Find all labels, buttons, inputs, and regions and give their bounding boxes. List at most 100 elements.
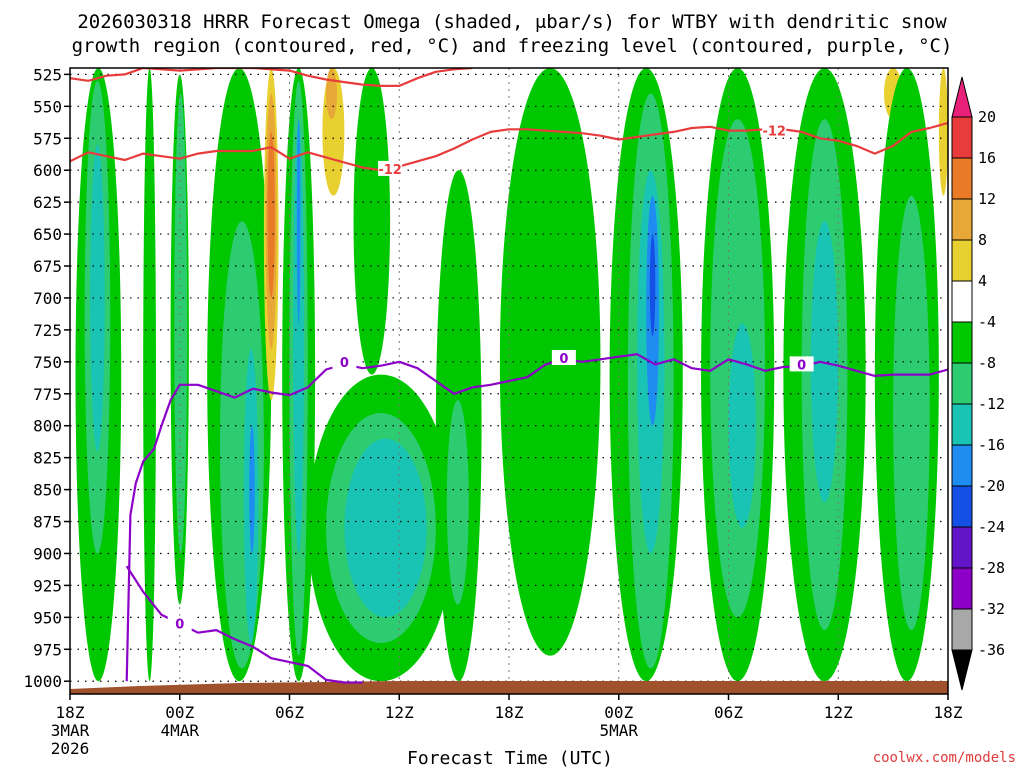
omega-region-12 [267, 131, 275, 298]
chart-title-line1: 2026030318 HRRR Forecast Omega (shaded, … [77, 11, 947, 33]
colorbar-bottom-arrow [951, 649, 973, 691]
y-tick-label-525: 525 [33, 65, 62, 84]
colorbar-label-8: -16 [978, 436, 1005, 454]
colorbar-swatch-2 [951, 157, 973, 200]
omega-region-3 [143, 68, 156, 682]
x-axis-label: Forecast Time (UTC) [407, 748, 613, 768]
y-tick-label-950: 950 [33, 608, 62, 627]
colorbar-swatch-9 [951, 444, 973, 487]
contours: -12 -12 0 0 0 0 [70, 68, 948, 684]
colorbar-label-11: -28 [978, 559, 1005, 577]
colorbar-swatch-6 [951, 321, 973, 364]
x-tick-date-30: 5MAR [599, 721, 638, 740]
y-tick-label-1000: 1000 [23, 672, 62, 691]
colorbar-label-10: -24 [978, 518, 1005, 536]
y-tick-label-825: 825 [33, 449, 62, 468]
omega-region-15 [293, 119, 305, 554]
colorbar-swatch-11 [951, 526, 973, 569]
x-tick-label-6: 00Z [165, 703, 194, 722]
colorbar-label-13: -36 [978, 641, 1005, 659]
colorbar-swatch-4 [951, 239, 973, 282]
terrain [70, 681, 948, 694]
omega-region-22 [353, 68, 391, 375]
colorbar-top-arrow [951, 76, 973, 118]
y-tick-label-575: 575 [33, 129, 62, 148]
y-tick-label-675: 675 [33, 257, 62, 276]
colorbar-swatch-8 [951, 403, 973, 446]
freezing-label-2-bg [551, 350, 576, 366]
colorbar-label-6: -8 [978, 354, 996, 372]
x-tick-label-42: 12Z [824, 703, 853, 722]
colorbar: 20 16 12 8 4 -4 -8 -12 -16 -20 -24 -28 -32 -36 [951, 76, 1005, 691]
x-tick-label-24: 18Z [495, 703, 524, 722]
colorbar-swatch-7 [951, 362, 973, 405]
y-tick-label-850: 850 [33, 481, 62, 500]
x-tick-label-0: 18Z [56, 703, 85, 722]
y-tick-label-875: 875 [33, 513, 62, 532]
y-tick-label-625: 625 [33, 193, 62, 212]
x-tick-date-0: 3MAR [51, 721, 90, 740]
x-tick-year-0: 2026 [51, 739, 90, 758]
omega-region-33 [728, 323, 756, 528]
x-tick-label-30: 00Z [604, 703, 633, 722]
omega-region-18 [326, 68, 338, 120]
y-tick-label-600: 600 [33, 161, 62, 180]
y-tick-label-725: 725 [33, 321, 62, 340]
colorbar-label-0: 20 [978, 108, 996, 126]
y-tick-label-900: 900 [33, 544, 62, 563]
omega-region-2 [90, 144, 105, 452]
freezing-label-4-bg [167, 615, 192, 631]
dgz-label-2: -12 [762, 125, 786, 140]
ground-fill [70, 681, 948, 694]
colorbar-label-5: -4 [978, 313, 996, 331]
omega-region-5 [174, 93, 188, 554]
colorbar-label-2: 12 [978, 190, 996, 208]
colorbar-label-4: 4 [978, 272, 987, 290]
freezing-label-2: 0 [559, 352, 568, 367]
colorbar-swatch-5 [951, 280, 973, 323]
omega-region-40 [938, 68, 948, 196]
omega-region-21 [344, 438, 427, 618]
colorbar-swatch-13 [951, 608, 973, 651]
colorbar-swatch-1 [951, 116, 973, 159]
omega-region-24 [446, 400, 469, 605]
y-tick-label-975: 975 [33, 640, 62, 659]
freezing-label-1-bg [332, 353, 357, 369]
y-tick-label-550: 550 [33, 97, 62, 116]
y-tick-label-925: 925 [33, 576, 62, 595]
chart-title-line2: growth region (contoured, red, °C) and f… [72, 35, 953, 57]
x-tick-label-18: 12Z [385, 703, 414, 722]
colorbar-swatch-12 [951, 567, 973, 610]
x-tick-label-48: 18Z [934, 703, 963, 722]
dgz-label-2-bg [762, 122, 787, 138]
colorbar-label-12: -32 [978, 600, 1005, 618]
colorbar-label-3: 8 [978, 231, 987, 249]
dgz-upper-contour [70, 68, 473, 87]
x-tick-label-36: 06Z [714, 703, 743, 722]
freezing-label-1: 0 [340, 356, 349, 371]
credit-text: coolwx.com/models [873, 750, 1016, 766]
plot-area: -12 -12 0 0 0 0 [70, 68, 948, 694]
colorbar-swatch-10 [951, 485, 973, 528]
y-tick-label-750: 750 [33, 353, 62, 372]
colorbar-label-7: -12 [978, 395, 1005, 413]
omega-region-16 [296, 119, 301, 324]
colorbar-swatch-3 [951, 198, 973, 241]
freezing-label-3-bg [789, 356, 814, 372]
dgz-lower-contour [70, 121, 948, 172]
freezing-label-4: 0 [175, 618, 184, 633]
y-tick-label-650: 650 [33, 225, 62, 244]
y-tick-label-800: 800 [33, 417, 62, 436]
freezing-level-low-branch [125, 565, 363, 684]
dgz-label-1: -12 [378, 163, 402, 178]
y-tick-label-700: 700 [33, 289, 62, 308]
y-axis: 525 550 575 600 625 650 675 700 725 750 775 800 825 8… [23, 65, 70, 691]
dgz-label-1-bg [378, 160, 403, 176]
colorbar-label-1: 16 [978, 149, 996, 167]
x-tick-date-6: 4MAR [160, 721, 199, 740]
colorbar-label-9: -20 [978, 477, 1005, 495]
freezing-label-3: 0 [797, 358, 806, 373]
omega-region-39 [893, 195, 930, 631]
